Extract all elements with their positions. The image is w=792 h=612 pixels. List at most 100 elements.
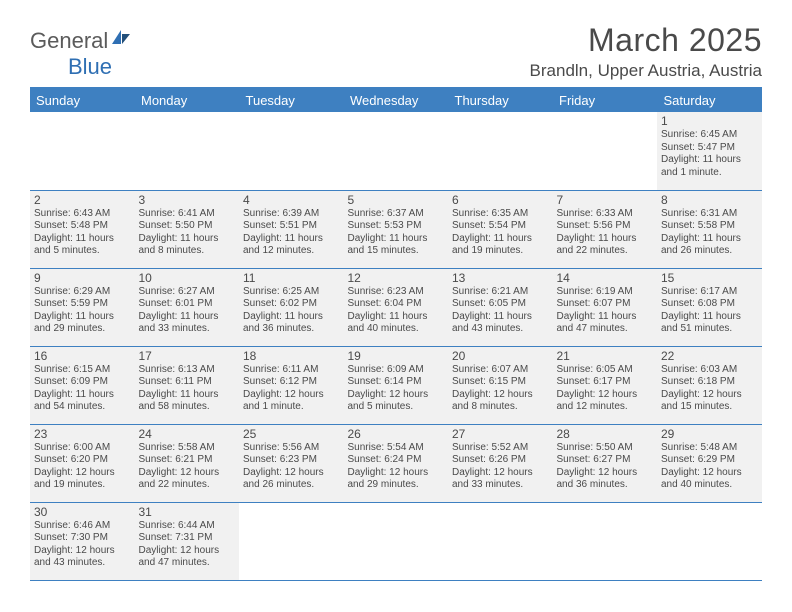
day-number: 25 (243, 427, 340, 441)
cell-line: and 29 minutes. (34, 323, 131, 336)
cell-line: Sunset: 5:51 PM (243, 220, 340, 233)
day-number: 10 (139, 271, 236, 285)
day-number: 18 (243, 349, 340, 363)
cell-line: Sunrise: 6:03 AM (661, 364, 758, 377)
cell-line: Sunrise: 6:35 AM (452, 208, 549, 221)
cell-line: Sunrise: 6:46 AM (34, 520, 131, 533)
cell-line: Daylight: 11 hours (34, 389, 131, 402)
calendar-cell: 5Sunrise: 6:37 AMSunset: 5:53 PMDaylight… (344, 190, 449, 268)
calendar-cell: 2Sunrise: 6:43 AMSunset: 5:48 PMDaylight… (30, 190, 135, 268)
day-number: 21 (557, 349, 654, 363)
cell-line: and 29 minutes. (348, 479, 445, 492)
calendar-cell: 9Sunrise: 6:29 AMSunset: 5:59 PMDaylight… (30, 268, 135, 346)
calendar-cell: 18Sunrise: 6:11 AMSunset: 6:12 PMDayligh… (239, 346, 344, 424)
cell-line: Sunrise: 6:07 AM (452, 364, 549, 377)
cell-line: Sunrise: 6:23 AM (348, 286, 445, 299)
cell-line: Sunset: 7:30 PM (34, 532, 131, 545)
cell-line: and 1 minute. (243, 401, 340, 414)
cell-line: Sunrise: 6:13 AM (139, 364, 236, 377)
calendar-cell: 13Sunrise: 6:21 AMSunset: 6:05 PMDayligh… (448, 268, 553, 346)
calendar-body: 1Sunrise: 6:45 AMSunset: 5:47 PMDaylight… (30, 112, 762, 580)
cell-line: Sunrise: 6:19 AM (557, 286, 654, 299)
cell-line: Daylight: 11 hours (452, 311, 549, 324)
cell-line: and 12 minutes. (557, 401, 654, 414)
cell-line: Daylight: 11 hours (348, 233, 445, 246)
cell-line: Daylight: 11 hours (452, 233, 549, 246)
cell-line: Sunset: 5:47 PM (661, 142, 758, 155)
cell-line: Sunset: 6:18 PM (661, 376, 758, 389)
cell-line: Sunset: 6:08 PM (661, 298, 758, 311)
calendar-cell: 26Sunrise: 5:54 AMSunset: 6:24 PMDayligh… (344, 424, 449, 502)
logo: GeneralBlue (30, 28, 132, 80)
calendar-cell (135, 112, 240, 190)
cell-line: Sunset: 6:05 PM (452, 298, 549, 311)
cell-line: Sunset: 6:21 PM (139, 454, 236, 467)
cell-line: Sunrise: 5:56 AM (243, 442, 340, 455)
calendar-cell: 8Sunrise: 6:31 AMSunset: 5:58 PMDaylight… (657, 190, 762, 268)
cell-line: Sunset: 5:58 PM (661, 220, 758, 233)
cell-line: Daylight: 12 hours (243, 467, 340, 480)
cell-line: and 22 minutes. (557, 245, 654, 258)
cell-line: and 51 minutes. (661, 323, 758, 336)
cell-line: Daylight: 12 hours (34, 545, 131, 558)
day-number: 16 (34, 349, 131, 363)
cell-line: Sunrise: 6:21 AM (452, 286, 549, 299)
cell-line: Daylight: 11 hours (139, 233, 236, 246)
day-number: 11 (243, 271, 340, 285)
cell-line: Sunset: 7:31 PM (139, 532, 236, 545)
calendar-head: SundayMondayTuesdayWednesdayThursdayFrid… (30, 89, 762, 112)
cell-line: Sunset: 5:59 PM (34, 298, 131, 311)
cell-line: Sunset: 6:07 PM (557, 298, 654, 311)
cell-line: Sunset: 6:12 PM (243, 376, 340, 389)
cell-line: Sunset: 6:14 PM (348, 376, 445, 389)
cell-line: and 5 minutes. (348, 401, 445, 414)
cell-line: Daylight: 11 hours (243, 233, 340, 246)
day-number: 22 (661, 349, 758, 363)
cell-line: Sunrise: 6:37 AM (348, 208, 445, 221)
calendar-row: 23Sunrise: 6:00 AMSunset: 6:20 PMDayligh… (30, 424, 762, 502)
cell-line: and 47 minutes. (557, 323, 654, 336)
cell-line: Daylight: 12 hours (139, 467, 236, 480)
day-number: 4 (243, 193, 340, 207)
cell-line: and 1 minute. (661, 167, 758, 180)
calendar-cell: 12Sunrise: 6:23 AMSunset: 6:04 PMDayligh… (344, 268, 449, 346)
calendar-cell (239, 502, 344, 580)
cell-line: Sunrise: 6:00 AM (34, 442, 131, 455)
cell-line: Sunrise: 6:29 AM (34, 286, 131, 299)
cell-line: Sunset: 6:24 PM (348, 454, 445, 467)
cell-line: Daylight: 11 hours (139, 311, 236, 324)
cell-line: and 36 minutes. (243, 323, 340, 336)
cell-line: and 54 minutes. (34, 401, 131, 414)
calendar-row: 9Sunrise: 6:29 AMSunset: 5:59 PMDaylight… (30, 268, 762, 346)
cell-line: and 26 minutes. (243, 479, 340, 492)
cell-line: Sunset: 6:09 PM (34, 376, 131, 389)
cell-line: Sunrise: 6:27 AM (139, 286, 236, 299)
day-number: 14 (557, 271, 654, 285)
day-number: 19 (348, 349, 445, 363)
cell-line: Sunset: 6:26 PM (452, 454, 549, 467)
calendar-table: SundayMondayTuesdayWednesdayThursdayFrid… (30, 89, 762, 581)
calendar-cell: 6Sunrise: 6:35 AMSunset: 5:54 PMDaylight… (448, 190, 553, 268)
cell-line: Sunrise: 6:05 AM (557, 364, 654, 377)
calendar-cell: 31Sunrise: 6:44 AMSunset: 7:31 PMDayligh… (135, 502, 240, 580)
cell-line: Sunset: 5:53 PM (348, 220, 445, 233)
calendar-cell: 25Sunrise: 5:56 AMSunset: 6:23 PMDayligh… (239, 424, 344, 502)
calendar-cell (30, 112, 135, 190)
weekday-header: Saturday (657, 89, 762, 112)
cell-line: Daylight: 12 hours (661, 389, 758, 402)
calendar-cell: 27Sunrise: 5:52 AMSunset: 6:26 PMDayligh… (448, 424, 553, 502)
cell-line: and 26 minutes. (661, 245, 758, 258)
cell-line: and 47 minutes. (139, 557, 236, 570)
cell-line: and 5 minutes. (34, 245, 131, 258)
cell-line: Daylight: 11 hours (139, 389, 236, 402)
weekday-header: Thursday (448, 89, 553, 112)
cell-line: Daylight: 11 hours (661, 311, 758, 324)
cell-line: and 40 minutes. (348, 323, 445, 336)
cell-line: Sunset: 6:15 PM (452, 376, 549, 389)
day-number: 26 (348, 427, 445, 441)
calendar-page: GeneralBlue March 2025 Brandln, Upper Au… (0, 0, 792, 591)
cell-line: Sunset: 6:04 PM (348, 298, 445, 311)
calendar-row: 1Sunrise: 6:45 AMSunset: 5:47 PMDaylight… (30, 112, 762, 190)
calendar-row: 2Sunrise: 6:43 AMSunset: 5:48 PMDaylight… (30, 190, 762, 268)
cell-line: Sunrise: 5:54 AM (348, 442, 445, 455)
